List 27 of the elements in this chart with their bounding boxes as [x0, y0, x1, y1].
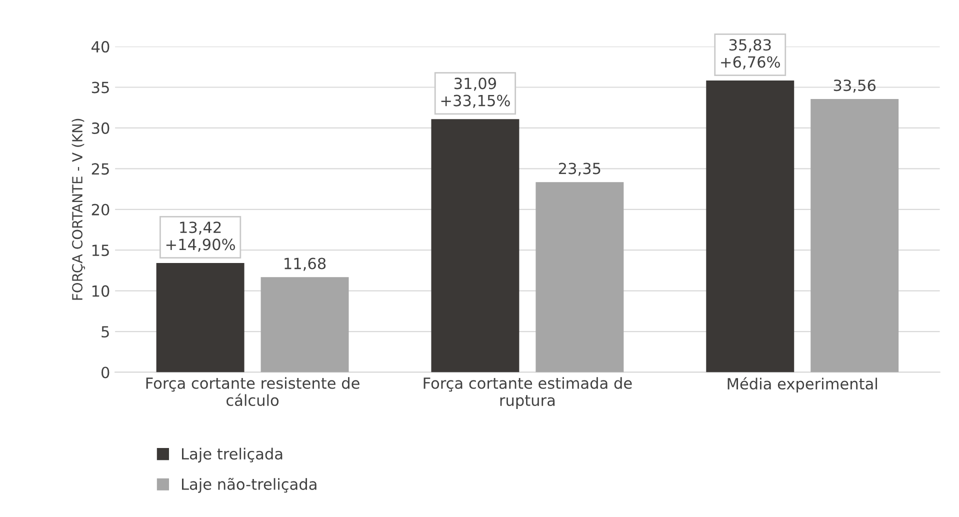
x-tick-label: Força cortante resistente de cálculo [146, 377, 360, 406]
y-tick-label: 25 [92, 163, 109, 175]
legend-label: Laje treliçada [182, 448, 282, 463]
data-label: 31,09 +33,15% [441, 78, 510, 108]
y-tick-label: 10 [92, 285, 110, 297]
legend-label: Laje não-treliçada [182, 478, 316, 493]
bar [431, 119, 520, 372]
data-label: 23,35 [558, 162, 600, 176]
y-tick-label: 0 [102, 366, 110, 378]
y-tick-label: 30 [92, 122, 110, 134]
data-label: 35,83 +6,76% [721, 39, 780, 70]
x-tick-label: Força cortante estimada de ruptura [424, 377, 632, 409]
bar [156, 262, 244, 372]
data-label: 13,42 +14,90% [166, 222, 235, 252]
y-tick-label: 15 [92, 244, 109, 256]
bar [706, 80, 794, 372]
y-tick-label: 20 [92, 204, 110, 216]
y-tick-label: 35 [92, 82, 109, 94]
data-label: 33,56 [834, 80, 876, 93]
bar [260, 277, 349, 372]
bar [810, 98, 899, 372]
y-axis-title: FORÇA CORTANTE - V (KN) [72, 118, 86, 300]
data-label: 11,68 [284, 258, 326, 271]
y-tick-label: 5 [102, 326, 109, 338]
x-tick-label: Média experimental [728, 377, 877, 392]
y-tick-label: 40 [92, 40, 110, 53]
bar [536, 182, 624, 372]
